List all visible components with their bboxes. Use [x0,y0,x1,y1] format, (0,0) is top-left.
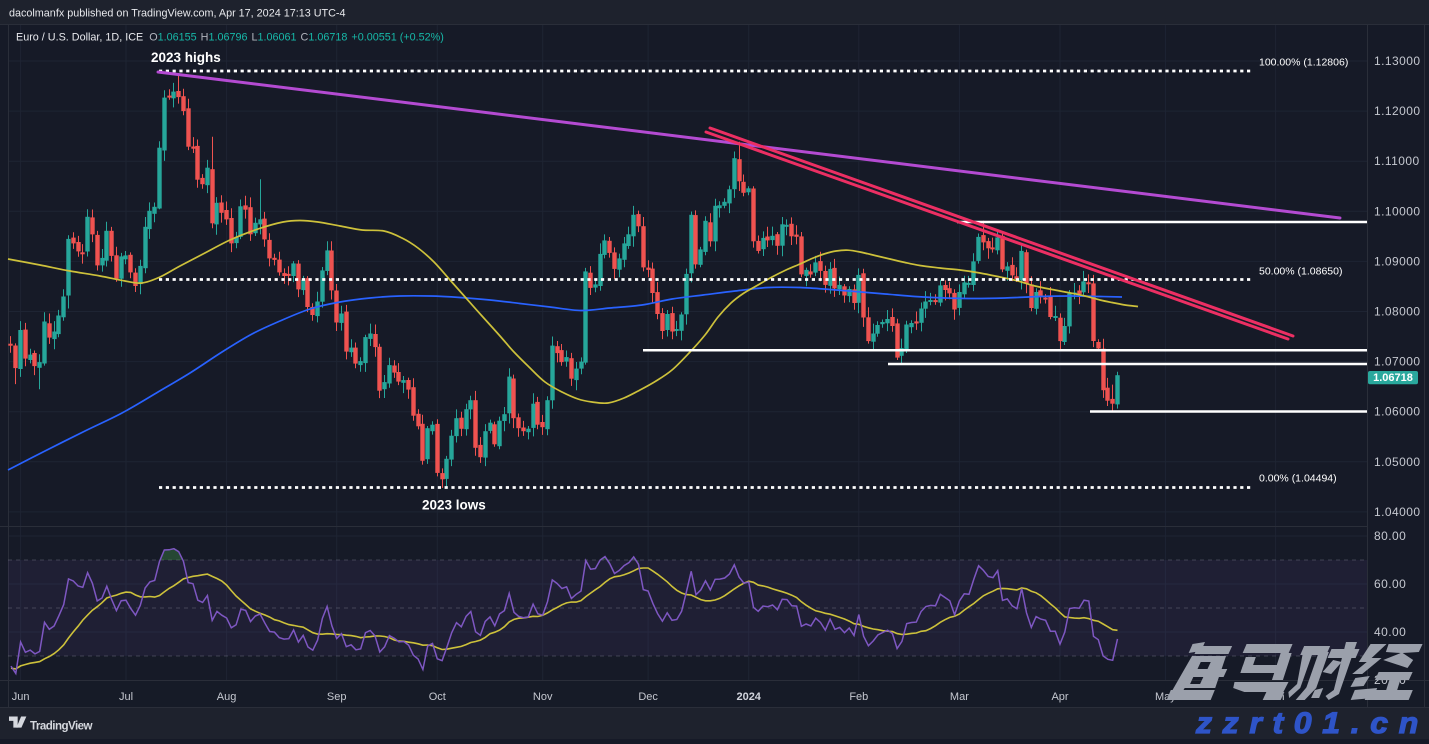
svg-text:50.00% (1.08650): 50.00% (1.08650) [1259,266,1342,278]
svg-text:1.10000: 1.10000 [1374,204,1421,218]
svg-text:Apr: Apr [1051,691,1068,703]
svg-text:1.07000: 1.07000 [1374,355,1421,369]
svg-text:1.09000: 1.09000 [1374,254,1421,268]
svg-text:Aug: Aug [217,691,237,703]
svg-text:Sep: Sep [327,691,347,703]
svg-text:1.11000: 1.11000 [1374,154,1420,168]
svg-text:1.05000: 1.05000 [1374,455,1421,469]
svg-text:100.00% (1.12806): 100.00% (1.12806) [1259,57,1348,69]
svg-text:1.06718: 1.06718 [1373,372,1413,384]
svg-text:Nov: Nov [533,691,553,703]
svg-text:2024: 2024 [736,691,761,703]
svg-text:40.00: 40.00 [1374,625,1406,639]
svg-text:1.13000: 1.13000 [1374,54,1421,68]
svg-text:1.06000: 1.06000 [1374,405,1421,419]
svg-text:60.00: 60.00 [1374,577,1406,591]
svg-text:1.04000: 1.04000 [1374,505,1421,519]
svg-text:Jul: Jul [119,691,133,703]
svg-text:Oct: Oct [429,691,446,703]
svg-text:TradingView: TradingView [30,720,94,733]
svg-text:1.12000: 1.12000 [1374,104,1421,118]
svg-text:0.00% (1.04494): 0.00% (1.04494) [1259,473,1337,485]
svg-text:Jun: Jun [12,691,30,703]
svg-text:Mar: Mar [950,691,969,703]
svg-text:Dec: Dec [638,691,658,703]
svg-text:2023 highs: 2023 highs [151,50,221,65]
svg-text:2023 lows: 2023 lows [422,498,486,513]
svg-text:Feb: Feb [849,691,868,703]
svg-text:dacolmanfx published on Tradin: dacolmanfx published on TradingView.com,… [9,8,346,20]
svg-text:80.00: 80.00 [1374,529,1406,543]
svg-text:1.08000: 1.08000 [1374,305,1421,319]
svg-text:zzrt01.cn: zzrt01.cn [1195,707,1429,739]
